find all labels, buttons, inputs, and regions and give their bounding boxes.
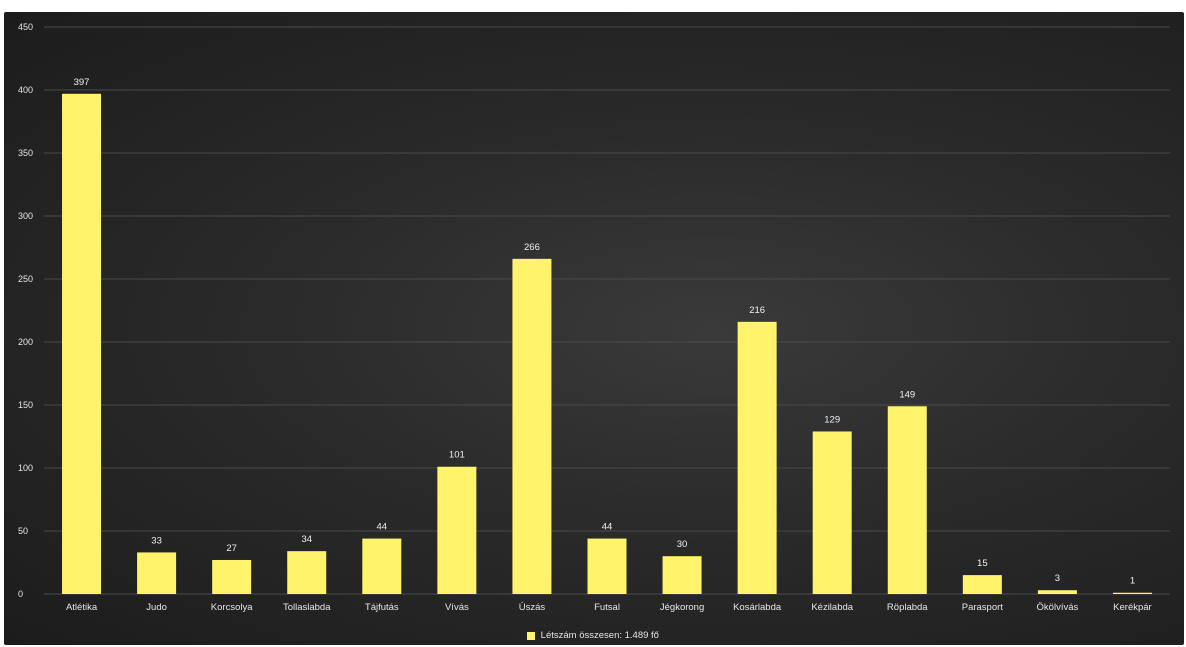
bar [212,559,252,594]
legend: Létszám összesen: 1.489 fő [0,630,1186,641]
data-label: 101 [449,450,465,461]
bar [1037,590,1077,594]
category-label: Kosárlabda [733,602,782,613]
bar [62,93,102,594]
bar [887,406,927,594]
data-labels: 397 33 27 34 44 101 266 44 30 216 129 149 15 3 1 [74,77,1136,587]
category-label: Úszás [519,602,546,613]
data-label: 30 [677,539,688,550]
data-label: 27 [226,543,237,554]
data-label: 3 [1055,573,1060,584]
y-tick-label: 150 [18,400,33,410]
data-label: 44 [377,522,388,533]
category-label: Tájfutás [365,602,399,613]
bar [587,538,627,594]
category-label: Kerékpár [1113,602,1152,613]
data-label: 1 [1130,576,1135,587]
category-label: Judo [146,602,167,613]
y-tick-label: 250 [18,274,33,284]
category-label: Kézilabda [811,602,853,613]
category-label: Ökölvívás [1037,602,1079,613]
category-label: Röplabda [887,602,928,613]
data-label: 266 [524,242,540,253]
y-tick-label: 450 [18,22,33,32]
data-label: 129 [824,414,840,425]
bar [662,556,702,594]
data-label: 34 [301,534,312,545]
category-label: Atlétika [66,602,98,613]
bar [812,431,852,594]
legend-swatch [527,631,536,640]
y-tick-label: 0 [18,589,23,599]
data-label: 216 [749,305,765,316]
bar [1112,592,1152,594]
data-label: 397 [74,77,90,88]
bar [287,551,327,594]
bar [437,466,477,594]
category-label: Korcsolya [211,602,253,613]
gridlines [44,26,1170,595]
category-label: Vívás [445,602,469,613]
bar [962,575,1002,594]
bar [512,258,552,594]
bars [62,93,1152,594]
bar [362,538,402,594]
y-axis-ticks: 0 50 100 150 200 250 300 350 400 450 [18,22,33,599]
data-label: 149 [899,389,915,400]
category-label: Jégkorong [660,602,704,613]
y-tick-label: 350 [18,148,33,158]
x-axis-categories: Atlétika Judo Korcsolya Tollaslabda Tájfutás… [66,602,1152,613]
category-label: Tollaslabda [283,602,331,613]
y-tick-label: 50 [18,526,28,536]
y-tick-label: 200 [18,337,33,347]
y-tick-label: 400 [18,85,33,95]
y-tick-label: 300 [18,211,33,221]
data-label: 15 [977,558,988,569]
y-tick-label: 100 [18,463,33,473]
data-label: 33 [151,535,162,546]
data-label: 44 [602,522,613,533]
category-label: Futsal [594,602,620,613]
legend-label: Létszám összesen: 1.489 fő [540,630,659,641]
bar [137,552,177,594]
category-label: Parasport [962,602,1004,613]
bar [737,321,777,594]
